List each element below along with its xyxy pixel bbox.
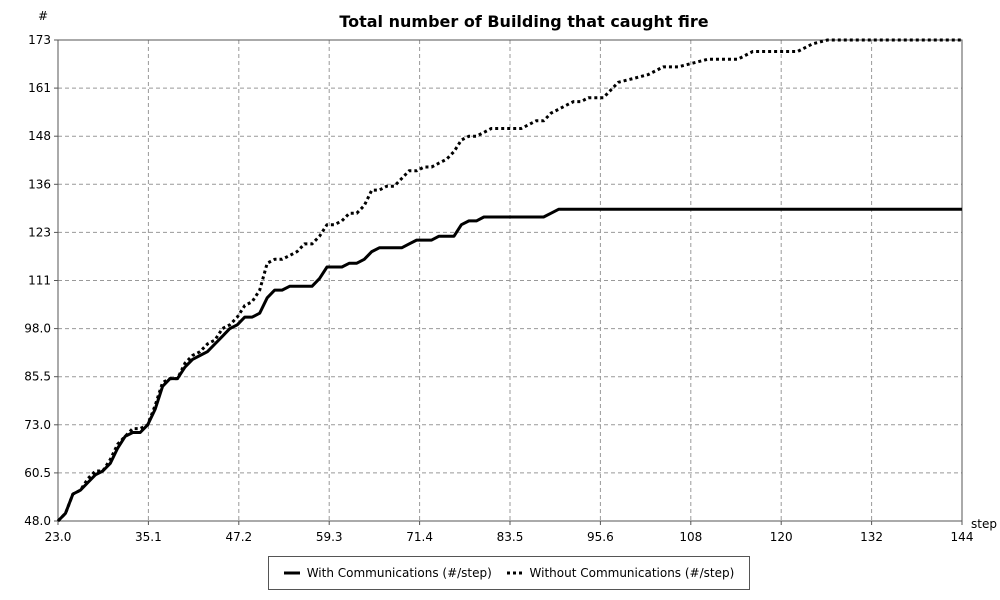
x-tick-label: 47.2 <box>225 530 252 544</box>
y-tick-label: 85.5 <box>24 370 51 384</box>
x-tick-label: 132 <box>860 530 883 544</box>
legend-label-without-comms: Without Communications (#/step) <box>529 566 735 580</box>
x-tick-label: 83.5 <box>497 530 524 544</box>
x-tick-label: 59.3 <box>316 530 343 544</box>
series-line-without-communications <box>56 38 962 523</box>
plot-area-frame <box>57 39 963 522</box>
chart-title: Total number of Building that caught fir… <box>339 12 708 31</box>
y-tick-label: 148 <box>28 129 51 143</box>
legend-item-without-comms: Without Communications (#/step) <box>506 566 735 580</box>
y-tick-label: 60.5 <box>24 466 51 480</box>
tick-labels: 23.0 35.1 47.2 59.3 71.4 83.5 95.6 108 120 132 144… <box>24 33 973 544</box>
y-tick-label: 136 <box>28 177 51 191</box>
x-tick-label: 71.4 <box>406 530 433 544</box>
x-axis-label: step <box>971 517 997 531</box>
grid <box>58 40 962 521</box>
y-tick-label: 48.0 <box>24 514 51 528</box>
x-tick-label: 23.0 <box>45 530 72 544</box>
x-tick-label: 144 <box>951 530 974 544</box>
x-tick-label: 108 <box>679 530 702 544</box>
legend-item-with-comms: With Communications (#/step) <box>283 566 492 580</box>
legend-swatch-dotted <box>506 571 523 575</box>
y-tick-label: 123 <box>28 225 51 239</box>
x-tick-label: 95.6 <box>587 530 614 544</box>
legend: With Communications (#/step) Without Com… <box>268 556 750 590</box>
y-tick-label: 111 <box>28 274 51 288</box>
y-tick-label: 173 <box>28 33 51 47</box>
series-lines <box>56 38 962 523</box>
y-tick-label: 98.0 <box>24 322 51 336</box>
x-tick-label: 120 <box>770 530 793 544</box>
y-axis-label: # <box>38 9 48 23</box>
legend-label-with-comms: With Communications (#/step) <box>306 566 492 580</box>
y-tick-label: 73.0 <box>24 418 51 432</box>
legend-swatch-solid <box>283 571 300 575</box>
x-tick-label: 35.1 <box>135 530 162 544</box>
y-tick-label: 161 <box>28 81 51 95</box>
